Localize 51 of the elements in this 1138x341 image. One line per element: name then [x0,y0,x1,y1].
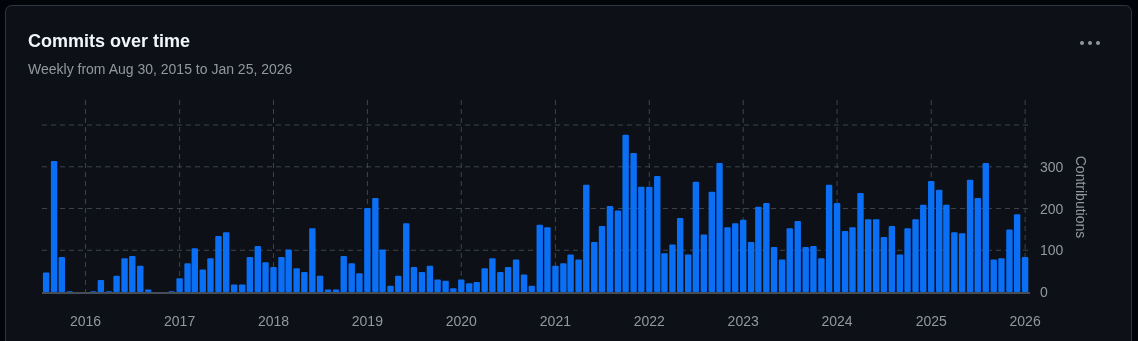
bar [520,274,528,292]
bar [466,283,473,292]
bar [966,179,974,292]
x-tick-label: 2025 [915,313,948,329]
y-tick-label: 100 [1040,242,1064,259]
bar [410,266,418,292]
bar [58,256,66,292]
x-tick-label: 2020 [445,313,478,329]
bar [50,160,58,292]
chart-subtitle: Weekly from Aug 30, 2015 to Jan 25, 2026 [28,61,293,77]
y-tick-label: 200 [1040,200,1064,217]
x-tick-label: 2018 [257,313,290,329]
bar [591,241,598,292]
bar [246,256,254,292]
bar [137,265,144,292]
bar [872,219,880,292]
bar [238,284,246,292]
x-tick-label: 2019 [351,313,384,329]
bar [974,198,981,292]
bar [982,163,989,292]
bar [700,234,708,292]
bar [230,284,238,292]
x-tick-label: 2026 [1009,313,1041,329]
bar [692,181,700,292]
bar [512,259,520,292]
bar [740,219,747,292]
bar [598,226,606,292]
bar [880,236,888,292]
x-tick-label: 2022 [633,313,666,329]
x-tick-label: 2024 [821,313,853,329]
bar [928,180,935,292]
x-tick-label: 2023 [727,313,759,329]
bar [403,223,410,292]
bar [778,259,786,292]
bar [606,206,614,292]
y-axis-title: Contributions [1073,155,1089,239]
bar [1021,256,1029,292]
bar [528,285,535,292]
bar [786,228,793,292]
x-tick-label: 2017 [164,313,196,329]
bar [418,271,426,292]
x-tick-label: 2016 [69,313,102,329]
bar [833,203,841,292]
y-tick-label: 300 [1040,158,1064,175]
bar [42,272,50,292]
x-tick-label: 2021 [539,313,572,329]
bar [888,226,896,292]
bar [684,254,692,292]
bar [794,221,801,292]
y-tick-label: 0 [1040,284,1048,300]
chart-title: Commits over time [28,31,191,51]
